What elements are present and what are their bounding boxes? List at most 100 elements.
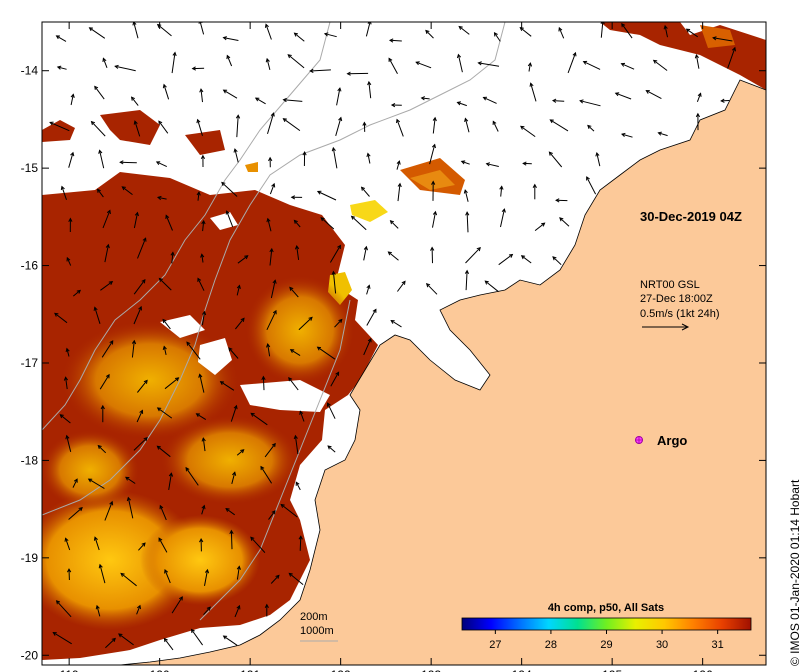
current-arrow (432, 210, 438, 228)
current-arrow (282, 118, 301, 132)
current-arrow (582, 60, 601, 70)
current-arrow (133, 305, 142, 325)
current-arrow (316, 346, 336, 360)
current-arrow (199, 88, 204, 103)
current-arrow (388, 38, 402, 43)
colorbar-tick-label: 30 (656, 639, 668, 651)
current-arrow (68, 217, 73, 233)
current-arrow (492, 120, 499, 132)
current-arrow (88, 27, 106, 39)
current-arrow (100, 280, 114, 291)
current-arrow (104, 500, 114, 521)
current-arrow (482, 96, 497, 104)
current-arrow (65, 434, 72, 453)
current-arrow (94, 85, 105, 100)
current-arrow (133, 278, 146, 295)
current-arrow (250, 412, 268, 426)
current-arrow (162, 318, 171, 330)
current-arrow (621, 132, 633, 138)
current-arrow (288, 572, 304, 585)
current-arrow (269, 182, 276, 195)
y-tick-label: -19 (21, 551, 39, 565)
current-arrow (456, 101, 467, 107)
current-vectors (49, 22, 736, 651)
current-arrow (100, 404, 105, 423)
current-arrow (231, 471, 237, 485)
current-arrow (162, 345, 167, 356)
current-arrow (657, 131, 668, 137)
colorbar-ticks: 27 28 29 30 31 (489, 630, 724, 651)
current-arrow (267, 112, 275, 135)
current-arrow (712, 36, 733, 42)
current-scale-label: 0.5m/s (1kt 24h) (640, 308, 719, 320)
current-arrow (59, 414, 71, 424)
current-arrow (614, 92, 632, 100)
current-arrow (420, 96, 430, 101)
current-arrow (465, 211, 470, 233)
current-arrow (225, 210, 234, 228)
colorbar-tick-label: 28 (545, 639, 557, 651)
current-arrow (165, 214, 173, 231)
current-arrow (66, 568, 72, 581)
current-arrow (155, 161, 168, 168)
current-arrow (499, 185, 504, 197)
current-arrow (159, 504, 167, 521)
current-arrow (191, 66, 205, 71)
current-arrow (225, 508, 235, 516)
current-arrow (558, 26, 565, 39)
current-arrow (367, 80, 372, 99)
current-arrow (55, 600, 72, 618)
current-arrow (330, 371, 340, 387)
current-arrow (329, 244, 341, 263)
land-mass (119, 79, 766, 665)
y-tick-label: -15 (21, 161, 39, 175)
current-arrow (237, 255, 249, 264)
current-arrow (431, 180, 436, 201)
current-arrow (685, 28, 698, 38)
current-arrow (264, 442, 276, 458)
current-arrow (229, 529, 234, 550)
current-arrow (587, 124, 595, 132)
current-arrow (620, 62, 635, 70)
current-arrow (164, 569, 171, 584)
current-arrow (118, 633, 134, 646)
current-arrow (101, 340, 114, 358)
current-arrow (663, 24, 668, 38)
current-arrow (198, 373, 205, 393)
current-arrow (586, 176, 597, 195)
current-arrow (266, 343, 271, 357)
current-arrow (260, 465, 273, 484)
current-arrow (520, 125, 536, 138)
current-arrow (477, 61, 500, 67)
current-arrow (727, 46, 736, 69)
current-arrow (130, 96, 139, 106)
current-arrow (529, 82, 537, 102)
current-arrow (196, 118, 203, 136)
current-arrow (201, 310, 207, 326)
current-arrow (230, 404, 238, 422)
current-arrow (350, 215, 367, 231)
current-arrow (365, 22, 372, 37)
current-arrow (219, 381, 235, 391)
current-arrow (201, 219, 206, 232)
current-arrow (366, 308, 377, 326)
current-arrow (287, 54, 305, 69)
x-tick-label: 123 (421, 668, 441, 672)
current-arrow (121, 186, 133, 195)
current-arrow (52, 631, 72, 645)
current-arrow (199, 537, 204, 552)
current-arrow (579, 99, 601, 107)
current-arrow (282, 97, 303, 103)
colorbar-title: 4h comp, p50, All Sats (548, 602, 664, 614)
current-arrow (520, 255, 532, 264)
current-arrow (456, 53, 463, 73)
current-arrow (60, 185, 67, 200)
current-arrow (268, 156, 273, 168)
current-arrow (70, 93, 75, 106)
current-arrow (156, 407, 173, 419)
current-arrow (136, 604, 141, 615)
current-arrow (158, 537, 168, 553)
current-arrow (55, 35, 67, 42)
current-arrow (534, 222, 546, 231)
current-arrow (390, 319, 402, 328)
